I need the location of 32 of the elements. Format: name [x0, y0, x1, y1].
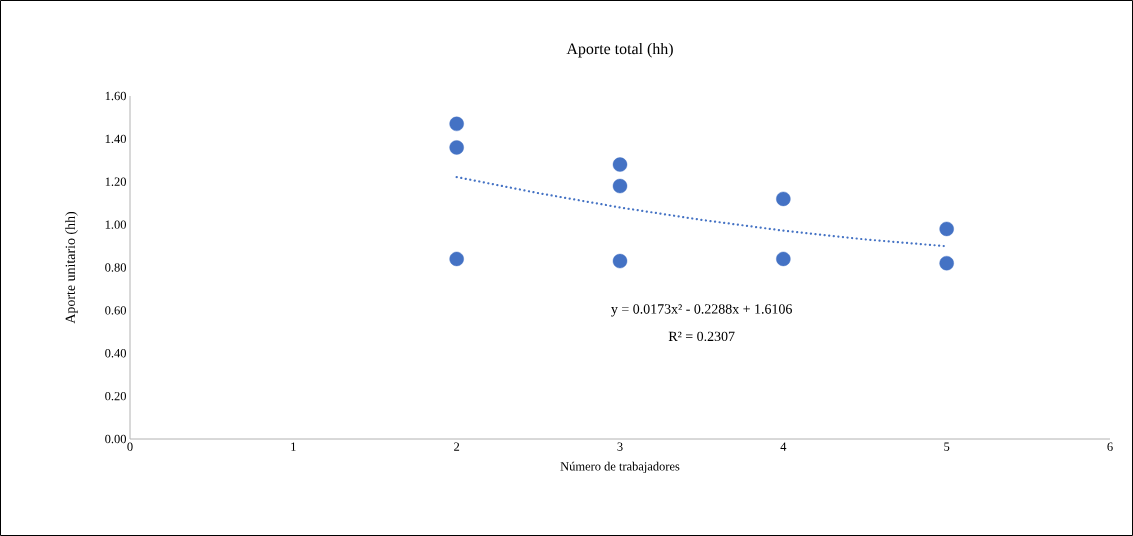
- point: [449, 140, 464, 155]
- y-axis-title: Aporte unitario (hh): [65, 211, 78, 324]
- point: [612, 178, 628, 194]
- y-tick-label: 0.40: [105, 349, 126, 358]
- point: [776, 191, 791, 207]
- point: [612, 253, 628, 269]
- x-tick-label: 1: [291, 442, 296, 451]
- point: [939, 221, 954, 237]
- point: [612, 157, 628, 172]
- x-tick-label: 6: [1107, 442, 1113, 451]
- x-axis-title: Número de trabajadores: [560, 461, 680, 474]
- annotation: y = 0.0173x² - 0.2288x + 1.6106: [611, 304, 792, 317]
- x-tick-label: 0: [127, 442, 133, 451]
- y-tick-label: 1.40: [105, 134, 126, 144]
- point: [939, 256, 954, 271]
- point: [449, 116, 464, 132]
- x-tick-label: 4: [780, 442, 787, 451]
- x-tick-label: 2: [454, 442, 460, 451]
- annotation: R² = 0.2307: [668, 331, 735, 342]
- chart-title: Aporte total (hh): [566, 42, 673, 58]
- y-tick-label: 1.00: [105, 220, 126, 229]
- x-tick-label: 3: [617, 442, 623, 451]
- x-tick-label: 5: [944, 442, 950, 451]
- y-tick-label: 0.20: [105, 391, 126, 401]
- y-tick-label: 1.60: [105, 91, 126, 101]
- y-tick-label: 0.60: [105, 306, 126, 315]
- y-tick-label: 0.00: [105, 434, 126, 444]
- y-tick-label: 1.20: [105, 177, 126, 186]
- point: [449, 251, 464, 267]
- line-series: [455, 175, 948, 248]
- point: [776, 251, 791, 267]
- y-tick-label: 0.80: [105, 263, 126, 272]
